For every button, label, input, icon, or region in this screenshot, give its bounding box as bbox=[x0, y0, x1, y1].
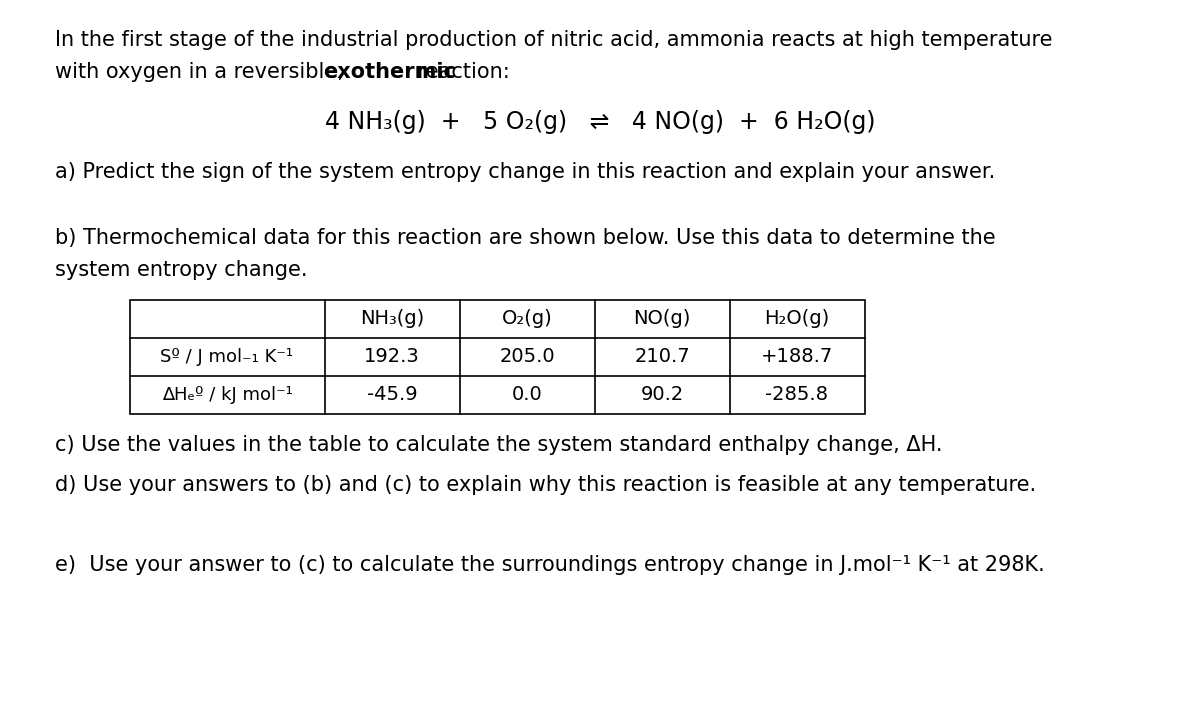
Text: exothermic: exothermic bbox=[323, 62, 456, 82]
Text: 4 NH₃(g)  +   5 O₂(g)   ⇌   4 NO(g)  +  6 H₂O(g): 4 NH₃(g) + 5 O₂(g) ⇌ 4 NO(g) + 6 H₂O(g) bbox=[325, 110, 875, 134]
Text: 205.0: 205.0 bbox=[499, 347, 554, 366]
Text: O₂(g): O₂(g) bbox=[502, 309, 552, 328]
Text: Sº / J mol₋₁ K⁻¹: Sº / J mol₋₁ K⁻¹ bbox=[161, 348, 294, 366]
Text: c) Use the values in the table to calculate the system standard enthalpy change,: c) Use the values in the table to calcul… bbox=[55, 435, 942, 455]
Bar bbox=[130, 300, 865, 414]
Text: In the first stage of the industrial production of nitric acid, ammonia reacts a: In the first stage of the industrial pro… bbox=[55, 30, 1052, 50]
Text: 0.0: 0.0 bbox=[511, 386, 542, 405]
Text: +188.7: +188.7 bbox=[761, 347, 833, 366]
Text: NH₃(g): NH₃(g) bbox=[360, 309, 424, 328]
Text: system entropy change.: system entropy change. bbox=[55, 260, 307, 280]
Text: a) Predict the sign of the system entropy change in this reaction and explain yo: a) Predict the sign of the system entrop… bbox=[55, 162, 995, 182]
Text: 210.7: 210.7 bbox=[634, 347, 690, 366]
Text: 90.2: 90.2 bbox=[641, 386, 684, 405]
Text: H₂O(g): H₂O(g) bbox=[764, 309, 829, 328]
Text: -45.9: -45.9 bbox=[367, 386, 418, 405]
Text: d) Use your answers to (b) and (c) to explain why this reaction is feasible at a: d) Use your answers to (b) and (c) to ex… bbox=[55, 475, 1036, 495]
Text: ∆Hₑº / kJ mol⁻¹: ∆Hₑº / kJ mol⁻¹ bbox=[162, 386, 293, 404]
Text: NO(g): NO(g) bbox=[634, 309, 691, 328]
Text: b) Thermochemical data for this reaction are shown below. Use this data to deter: b) Thermochemical data for this reaction… bbox=[55, 228, 996, 248]
Text: e)  Use your answer to (c) to calculate the surroundings entropy change in J.mol: e) Use your answer to (c) to calculate t… bbox=[55, 555, 1045, 575]
Text: 192.3: 192.3 bbox=[364, 347, 420, 366]
Text: -285.8: -285.8 bbox=[766, 386, 828, 405]
Text: reaction:: reaction: bbox=[410, 62, 510, 82]
Text: with oxygen in a reversible,: with oxygen in a reversible, bbox=[55, 62, 350, 82]
